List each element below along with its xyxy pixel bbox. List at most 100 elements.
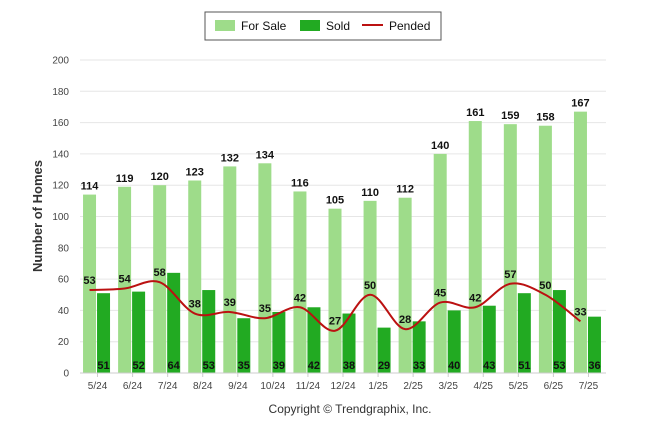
x-tick-label-8-24: 8/24 — [193, 381, 213, 392]
label-sold-7-25: 36 — [588, 360, 600, 372]
bar-for-sale-1-25 — [363, 200, 377, 373]
label-sold-3-25: 40 — [448, 360, 460, 372]
x-tick-label-6-24: 6/24 — [123, 381, 143, 392]
legend-label-pended: Pended — [389, 19, 430, 33]
label-for-sale-6-25: 158 — [536, 112, 554, 124]
x-tick-label-6-25: 6/25 — [544, 381, 564, 392]
y-tick-label: 200 — [52, 56, 69, 67]
label-for-sale-9-24: 132 — [221, 152, 239, 164]
label-sold-7-24: 64 — [168, 360, 181, 372]
legend-box — [204, 11, 442, 41]
label-sold-8-24: 53 — [203, 360, 215, 372]
label-for-sale-8-24: 123 — [186, 167, 204, 179]
x-tick-label-7-24: 7/24 — [158, 381, 178, 392]
bar-sold-6-25 — [552, 290, 566, 373]
label-sold-4-25: 43 — [483, 360, 495, 372]
bar-for-sale-5-24 — [83, 194, 97, 373]
bar-sold-2-25 — [412, 321, 426, 373]
label-sold-10-24: 39 — [273, 360, 285, 372]
label-pended-6-25: 50 — [539, 280, 551, 292]
y-tick-label: 80 — [58, 243, 70, 254]
x-tick-label-9-24: 9/24 — [228, 381, 248, 392]
bars — [83, 111, 601, 374]
label-pended-4-25: 42 — [469, 292, 481, 304]
bar-for-sale-7-25 — [573, 111, 587, 374]
label-sold-5-24: 51 — [97, 360, 109, 372]
bar-for-sale-11-24 — [293, 191, 307, 373]
bar-sold-3-25 — [447, 310, 461, 373]
bar-for-sale-8-24 — [188, 180, 202, 373]
legend-label-sold: Sold — [326, 19, 350, 33]
label-pended-6-24: 54 — [118, 273, 131, 285]
label-for-sale-6-24: 119 — [116, 173, 134, 185]
data-labels: 114 51 119 52 120 64 123 53 132 35 134 39 116 42 105 38… — [81, 98, 601, 372]
label-sold-1-25: 29 — [378, 360, 390, 372]
label-for-sale-5-24: 114 — [81, 181, 100, 193]
legend-swatch-for-sale — [215, 20, 235, 31]
label-for-sale-10-24: 134 — [256, 149, 275, 161]
y-tick-label: 160 — [52, 118, 69, 129]
x-tick-label-7-25: 7/25 — [579, 381, 599, 392]
label-pended-1-25: 50 — [364, 280, 376, 292]
label-pended-8-24: 38 — [189, 299, 201, 311]
axes: 0 20 40 60 80 100 120 140 160 180 200 5/24 6/24 7/24 8… — [52, 56, 606, 392]
x-tick-label-5-25: 5/25 — [509, 381, 529, 392]
legend: For Sale Sold Pended — [204, 11, 442, 41]
bar-sold-1-25 — [377, 327, 391, 373]
bar-for-sale-6-25 — [538, 125, 552, 373]
label-pended-10-24: 35 — [259, 303, 271, 315]
bar-sold-12-24 — [342, 313, 356, 373]
label-for-sale-12-24: 105 — [326, 195, 344, 207]
label-for-sale-1-25: 110 — [361, 187, 379, 199]
bar-sold-10-24 — [272, 311, 286, 373]
legend-label-for-sale: For Sale — [241, 19, 287, 33]
x-tick-label-11-24: 11/24 — [296, 381, 321, 392]
x-tick-label-2-25: 2/25 — [403, 381, 423, 392]
label-pended-9-24: 39 — [224, 297, 236, 309]
y-tick-label: 20 — [58, 337, 70, 348]
bar-for-sale-12-24 — [328, 208, 342, 373]
label-pended-7-24: 58 — [154, 267, 166, 279]
bar-sold-9-24 — [237, 318, 251, 373]
label-sold-12-24: 38 — [343, 360, 355, 372]
label-for-sale-2-25: 112 — [396, 184, 414, 196]
label-sold-5-25: 51 — [518, 360, 530, 372]
bar-sold-5-25 — [517, 293, 531, 373]
x-tick-label-4-25: 4/25 — [474, 381, 494, 392]
label-pended-5-25: 57 — [504, 269, 516, 281]
label-sold-6-24: 52 — [132, 360, 144, 372]
label-for-sale-5-25: 159 — [501, 110, 519, 122]
y-tick-label: 0 — [63, 369, 69, 380]
bar-for-sale-7-24 — [153, 185, 167, 373]
label-for-sale-11-24: 116 — [291, 177, 309, 189]
bar-for-sale-9-24 — [223, 166, 237, 373]
label-sold-9-24: 35 — [238, 360, 250, 372]
pended-line — [89, 280, 582, 332]
label-pended-2-25: 28 — [399, 314, 411, 326]
bar-sold-8-24 — [202, 290, 216, 373]
bar-for-sale-3-25 — [433, 153, 447, 373]
bar-for-sale-2-25 — [398, 197, 412, 373]
bar-for-sale-5-25 — [503, 124, 517, 373]
label-pended-3-25: 45 — [434, 288, 446, 300]
pended-line-path — [89, 280, 582, 332]
bar-for-sale-10-24 — [258, 163, 272, 373]
label-for-sale-7-24: 120 — [150, 171, 168, 183]
x-tick-label-5-24: 5/24 — [88, 381, 108, 392]
label-sold-11-24: 42 — [308, 360, 320, 372]
x-tick-label-12-24: 12/24 — [330, 381, 355, 392]
bar-sold-6-24 — [132, 291, 146, 373]
bar-for-sale-6-24 — [118, 186, 132, 373]
y-tick-label: 40 — [58, 306, 70, 317]
y-tick-label: 180 — [52, 87, 69, 98]
y-tick-label: 100 — [52, 212, 69, 223]
y-tick-label: 60 — [58, 275, 70, 286]
bar-sold-11-24 — [307, 307, 321, 373]
bar-for-sale-4-25 — [468, 121, 482, 373]
x-tick-label-3-25: 3/25 — [438, 381, 458, 392]
label-for-sale-3-25: 140 — [431, 140, 449, 152]
label-for-sale-7-25: 167 — [571, 98, 589, 110]
x-tick-label-10-24: 10/24 — [260, 381, 285, 392]
label-pended-12-24: 27 — [329, 316, 341, 328]
